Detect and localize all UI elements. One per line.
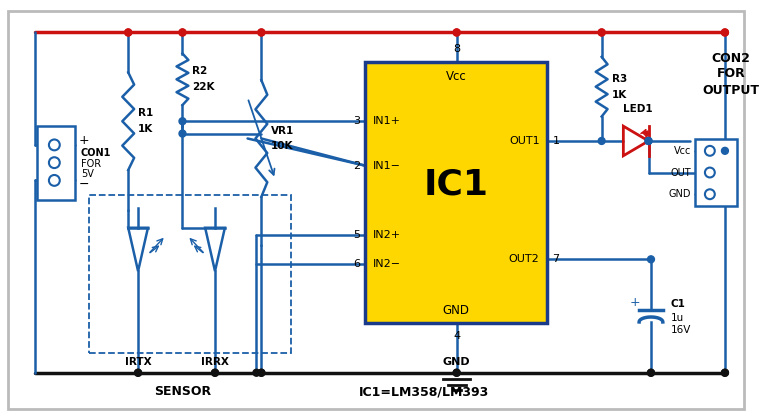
- Bar: [88, 195, 291, 353]
- Circle shape: [598, 29, 605, 36]
- Text: IC1: IC1: [424, 168, 488, 202]
- Circle shape: [179, 29, 186, 36]
- Text: IRTX: IRTX: [125, 357, 152, 367]
- Text: 1: 1: [552, 136, 559, 146]
- Circle shape: [645, 137, 652, 144]
- Text: 16V: 16V: [671, 325, 691, 335]
- Text: GND: GND: [443, 304, 469, 317]
- Circle shape: [125, 29, 132, 36]
- Text: CON1: CON1: [81, 148, 111, 158]
- Text: 5: 5: [353, 230, 360, 240]
- Text: 4: 4: [453, 331, 460, 341]
- Circle shape: [212, 369, 219, 376]
- Text: 5V: 5V: [81, 168, 94, 178]
- Bar: [37, 126, 75, 200]
- Text: 10K: 10K: [271, 142, 293, 151]
- Text: 7: 7: [552, 255, 559, 264]
- Circle shape: [453, 369, 460, 376]
- Text: GND: GND: [669, 189, 691, 199]
- Text: IRRX: IRRX: [201, 357, 229, 367]
- Circle shape: [258, 369, 265, 376]
- Circle shape: [179, 29, 186, 36]
- Text: 22K: 22K: [192, 82, 215, 92]
- Circle shape: [722, 29, 728, 36]
- Circle shape: [135, 369, 142, 376]
- Text: R2: R2: [192, 66, 207, 76]
- Circle shape: [722, 147, 728, 154]
- Circle shape: [258, 29, 265, 36]
- Circle shape: [648, 369, 655, 376]
- Text: 8: 8: [453, 44, 460, 54]
- Text: LED1: LED1: [623, 104, 653, 114]
- Text: 1u: 1u: [671, 313, 684, 323]
- Circle shape: [453, 29, 460, 36]
- Text: R3: R3: [612, 74, 627, 84]
- Text: IC1=LM358/LM393: IC1=LM358/LM393: [359, 386, 489, 399]
- Text: Vcc: Vcc: [674, 146, 691, 156]
- Text: CON2: CON2: [712, 52, 751, 65]
- Circle shape: [648, 256, 655, 263]
- Text: OUTPUT: OUTPUT: [703, 84, 760, 97]
- Text: R1: R1: [138, 108, 153, 118]
- Text: 1K: 1K: [612, 89, 627, 100]
- Text: +: +: [79, 134, 89, 147]
- Text: OUT2: OUT2: [509, 255, 539, 264]
- Circle shape: [253, 369, 260, 376]
- Text: IN2−: IN2−: [373, 259, 401, 269]
- Text: OUT1: OUT1: [509, 136, 539, 146]
- Circle shape: [212, 369, 219, 376]
- Text: VR1: VR1: [271, 126, 294, 136]
- Circle shape: [453, 369, 460, 376]
- Circle shape: [645, 137, 652, 144]
- Text: −: −: [79, 178, 89, 191]
- Circle shape: [125, 29, 132, 36]
- Circle shape: [722, 369, 728, 376]
- Text: 2: 2: [353, 160, 360, 171]
- Text: Vcc: Vcc: [446, 70, 466, 83]
- Text: SENSOR: SENSOR: [154, 386, 211, 399]
- Text: FOR: FOR: [716, 67, 745, 80]
- Text: C1: C1: [671, 299, 686, 309]
- Text: IN1−: IN1−: [373, 160, 401, 171]
- Bar: [696, 139, 737, 206]
- Circle shape: [135, 369, 142, 376]
- Text: 3: 3: [353, 116, 360, 126]
- Text: GND: GND: [443, 357, 470, 367]
- Circle shape: [722, 29, 728, 36]
- Circle shape: [598, 137, 605, 144]
- Bar: [365, 62, 547, 323]
- Text: 6: 6: [353, 259, 360, 269]
- Circle shape: [179, 130, 186, 137]
- Text: +: +: [630, 296, 641, 309]
- Text: FOR: FOR: [81, 159, 101, 169]
- Circle shape: [722, 369, 728, 376]
- Circle shape: [648, 369, 655, 376]
- Circle shape: [258, 369, 265, 376]
- Circle shape: [179, 118, 186, 125]
- Text: OUT: OUT: [671, 168, 691, 178]
- Circle shape: [453, 29, 460, 36]
- Circle shape: [258, 29, 265, 36]
- Circle shape: [598, 29, 605, 36]
- Text: IN2+: IN2+: [373, 230, 401, 240]
- Text: 1K: 1K: [138, 124, 153, 134]
- Text: IN1+: IN1+: [373, 116, 401, 126]
